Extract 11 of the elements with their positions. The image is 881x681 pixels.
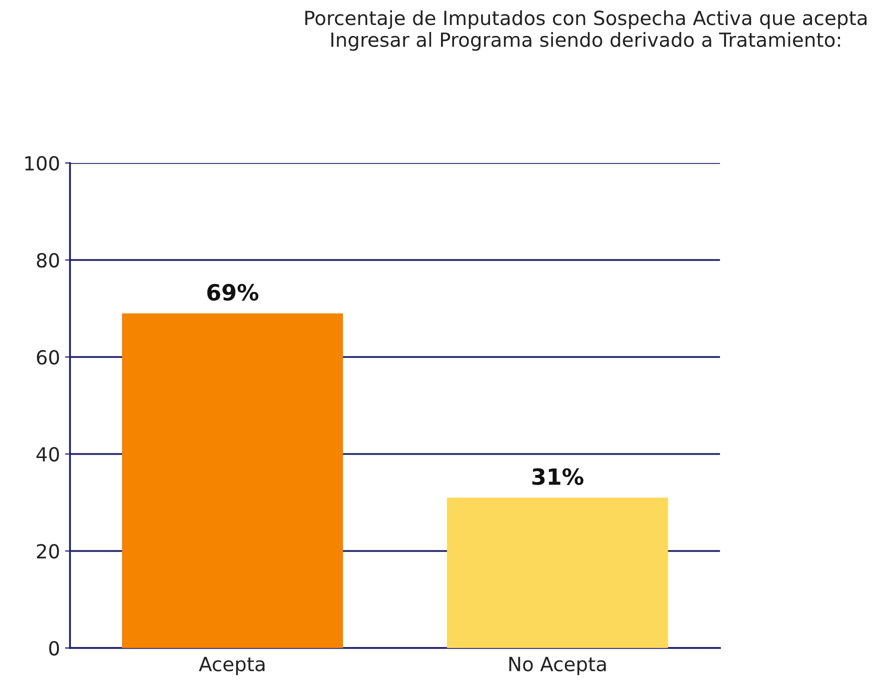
data-label: 31% xyxy=(532,468,584,486)
y-tick-label: 80 xyxy=(36,252,59,268)
data-label: 69% xyxy=(207,284,258,301)
x-tick-label: Acepta xyxy=(198,656,264,676)
chart-title: Porcentaje de Imputados con Sospecha Activa que acepta Ingresar al Programa siendo derivado a Tratamiento: xyxy=(305,10,867,51)
x-tick-label: No Acepta xyxy=(509,656,606,676)
y-tick-label: 60 xyxy=(36,350,59,365)
y-tick-label: 0 xyxy=(49,640,59,656)
y-tick-label: 40 xyxy=(36,446,59,462)
y-tick-label: 100 xyxy=(25,156,59,171)
y-tick-label: 20 xyxy=(36,544,59,559)
